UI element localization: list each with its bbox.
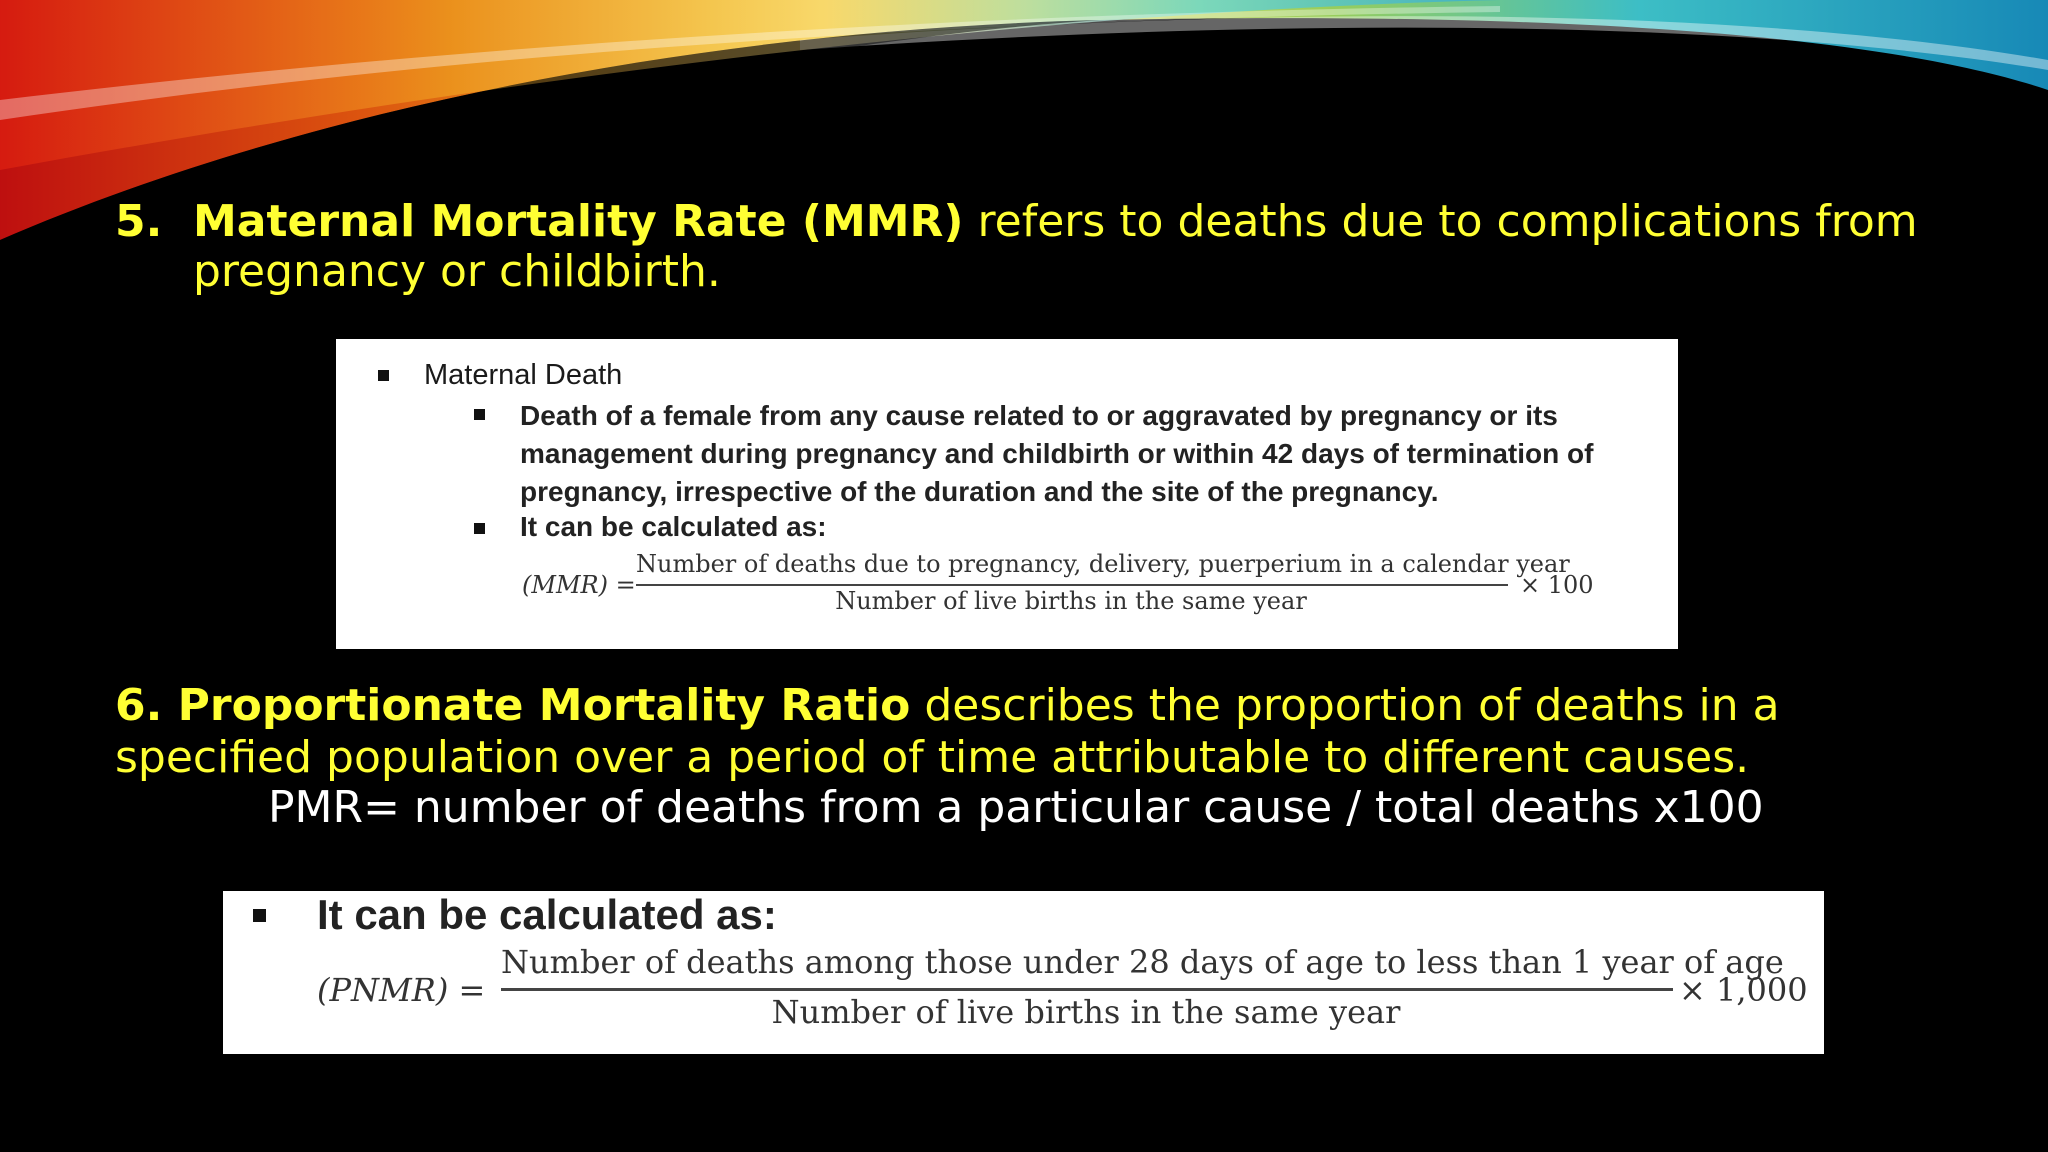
- item-5-text-line-1: refers to deaths due to complications fr…: [977, 196, 1918, 247]
- item-5-text-line-2: pregnancy or childbirth.: [193, 246, 721, 297]
- pnmr-formula-image: It can be calculated as: (PNMR) = Number…: [223, 891, 1824, 1054]
- item-5-line-1: Maternal Mortality Rate (MMR) refers to …: [193, 196, 1918, 248]
- maternal-death-heading: Maternal Death: [424, 359, 623, 391]
- bullet-icon: [474, 409, 485, 420]
- item-5-number: 5.: [115, 196, 163, 247]
- item-6-line-1: 6. Proportionate Mortality Ratio describ…: [115, 680, 1780, 732]
- calc-label: It can be calculated as:: [520, 511, 827, 542]
- formula-multiplier: × 1,000: [1679, 971, 1808, 1009]
- definition-line: management during pregnancy and childbir…: [520, 438, 1594, 469]
- fraction-bar: [636, 584, 1508, 586]
- fraction-bar: [501, 988, 1673, 991]
- formula-lhs: (MMR) =: [522, 571, 636, 599]
- item-6-text-line-1: describes the proportion of deaths in a: [924, 680, 1780, 731]
- maternal-death-definition: Death of a female from any cause related…: [520, 397, 1593, 511]
- formula-denominator: Number of live births in the same year: [835, 587, 1307, 615]
- item-6-term: 6. Proportionate Mortality Ratio: [115, 680, 911, 731]
- item-6-paragraph: 6. Proportionate Mortality Ratio describ…: [115, 680, 1780, 784]
- maternal-death-definition-image: Maternal Death Death of a female from an…: [336, 339, 1678, 649]
- item-5-term: Maternal Mortality Rate (MMR): [193, 196, 964, 247]
- definition-line: pregnancy, irrespective of the duration …: [520, 476, 1439, 507]
- formula-numerator: Number of deaths among those under 28 da…: [501, 943, 1784, 981]
- formula-numerator: Number of deaths due to pregnancy, deliv…: [636, 550, 1570, 578]
- bullet-icon: [253, 909, 266, 922]
- bullet-icon: [378, 370, 389, 381]
- decorative-banner: [0, 0, 2048, 260]
- formula-denominator: Number of live births in the same year: [771, 993, 1401, 1031]
- calc-label: It can be calculated as:: [317, 891, 777, 938]
- item-6-text-line-2: specified population over a period of ti…: [115, 732, 1750, 783]
- pmr-formula-text: PMR= number of deaths from a particular …: [268, 782, 1764, 833]
- formula-multiplier: × 100: [1520, 571, 1594, 599]
- formula-lhs: (PNMR) =: [317, 971, 486, 1009]
- bullet-icon: [474, 523, 485, 534]
- definition-line: Death of a female from any cause related…: [520, 400, 1558, 431]
